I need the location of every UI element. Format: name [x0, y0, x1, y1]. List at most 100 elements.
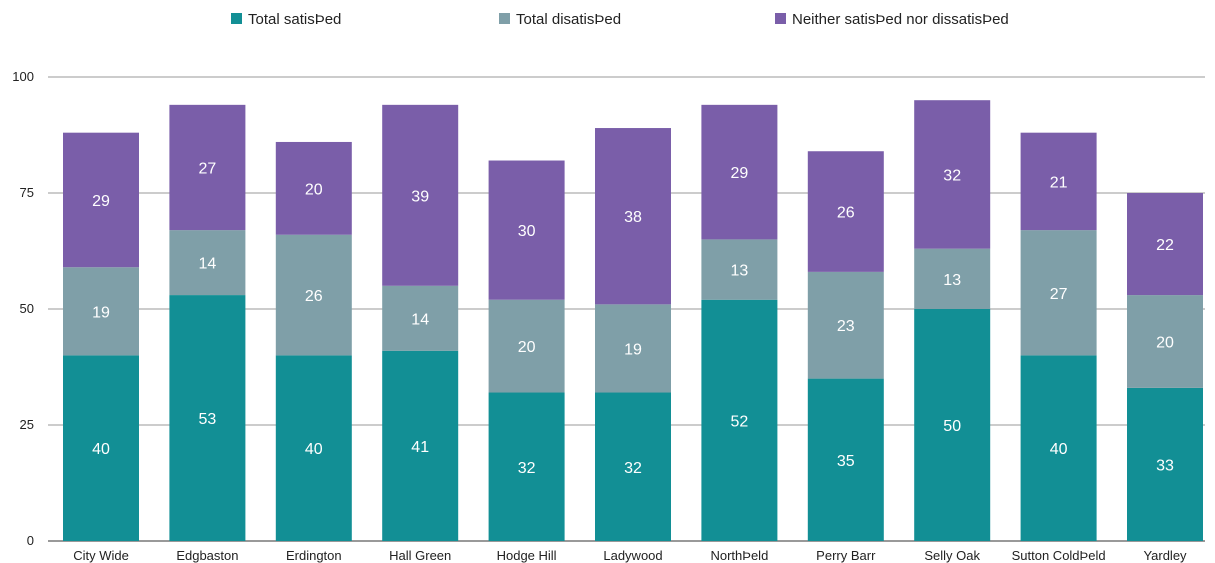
bar-segment: [488, 392, 565, 541]
bar-segment: [275, 234, 352, 356]
data-label: 26: [305, 288, 323, 305]
data-label: 40: [92, 441, 110, 458]
bar-segment: [1127, 193, 1203, 296]
bar-segment: [169, 230, 246, 296]
legend: Total satisÞed Total disatisÞed Neither sa…: [231, 11, 1009, 28]
data-label: 33: [1156, 457, 1174, 474]
bar-segment: [169, 104, 246, 231]
data-label: 53: [199, 411, 217, 428]
bar-segment: [63, 267, 139, 356]
legend-label: Neither satisÞed nor dissatisÞed: [792, 11, 1009, 28]
bar-segment: [488, 299, 565, 393]
data-label: 13: [731, 263, 749, 280]
bar-segment: [275, 141, 352, 235]
data-label: 21: [1050, 174, 1068, 191]
data-label: 32: [943, 167, 961, 184]
x-tick-label: Ladywood: [603, 548, 662, 563]
y-tick-label: 100: [12, 69, 34, 84]
bar-segment: [701, 299, 778, 541]
bar-segment: [275, 355, 352, 541]
data-label: 32: [518, 460, 536, 477]
bar-segment: [488, 160, 565, 300]
data-label: 14: [199, 256, 217, 273]
bar-segment: [701, 239, 778, 300]
bar-segment: [595, 392, 671, 541]
y-tick-label: 50: [20, 301, 34, 316]
bar-stack: 40 19 29: [63, 132, 139, 541]
bar-segment: [382, 104, 459, 286]
data-label: 26: [837, 205, 855, 222]
legend-swatch: [231, 13, 242, 24]
bar-stack: 32 20 30: [488, 160, 565, 541]
data-label: 29: [92, 193, 110, 210]
bar-stack: 53 14 27: [169, 104, 246, 541]
data-label: 50: [943, 418, 961, 435]
y-tick-label: 0: [27, 533, 34, 548]
legend-swatch: [775, 13, 786, 24]
bars: 40 19 29 53 14 27 40 26 20 41 14 39 32 20 30 32 19 38 52 13…: [63, 100, 1203, 541]
legend-label: Total disatisÞed: [516, 11, 621, 28]
data-label: 38: [624, 209, 642, 226]
data-label: 20: [518, 339, 536, 356]
x-tick-label: Hall Green: [389, 548, 451, 563]
data-label: 14: [411, 311, 429, 328]
bar-segment: [595, 128, 671, 305]
bar-stack: 33 20 22: [1127, 193, 1203, 541]
legend-item: Total disatisÞed: [499, 11, 621, 28]
y-axis: 0 25 50 75 100: [12, 69, 34, 548]
bar-segment: [169, 295, 246, 541]
data-label: 40: [305, 441, 323, 458]
x-tick-label: Perry Barr: [816, 548, 876, 563]
bar-segment: [63, 132, 139, 268]
y-tick-label: 75: [20, 185, 34, 200]
data-label: 20: [305, 181, 323, 198]
bar-segment: [914, 309, 991, 541]
bar-stack: 50 13 32: [914, 100, 991, 541]
bar-segment: [807, 378, 884, 541]
bar-segment: [701, 104, 778, 240]
legend-label: Total satisÞed: [248, 11, 341, 28]
bar-stack: 35 23 26: [807, 151, 884, 541]
bar-stack: 52 13 29: [701, 104, 778, 541]
x-axis: City Wide Edgbaston Erdington Hall Green Hod…: [73, 548, 1187, 563]
data-label: 39: [411, 188, 429, 205]
x-tick-label: Sutton ColdÞeld: [1012, 548, 1106, 563]
data-label: 35: [837, 453, 855, 470]
bar-segment: [1020, 230, 1097, 356]
bar-segment: [63, 355, 139, 541]
data-label: 32: [624, 460, 642, 477]
legend-item: Total satisÞed: [231, 11, 341, 28]
x-tick-label: Hodge Hill: [497, 548, 557, 563]
bar-segment: [914, 248, 991, 309]
x-tick-label: Yardley: [1143, 548, 1187, 563]
data-label: 27: [199, 160, 217, 177]
bar-stack: 32 19 38: [595, 128, 671, 541]
x-tick-label: City Wide: [73, 548, 129, 563]
x-tick-label: Selly Oak: [924, 548, 980, 563]
bar-segment: [382, 285, 459, 351]
bar-stack: 40 27 21: [1020, 132, 1097, 541]
data-label: 29: [731, 165, 749, 182]
bar-segment: [595, 304, 671, 393]
x-tick-label: NorthÞeld: [710, 548, 768, 563]
bar-segment: [1020, 132, 1097, 231]
data-label: 19: [624, 341, 642, 358]
data-label: 23: [837, 318, 855, 335]
bar-stack: 41 14 39: [382, 104, 459, 541]
bar-segment: [807, 271, 884, 379]
legend-item: Neither satisÞed nor dissatisÞed: [775, 11, 1009, 28]
data-label: 13: [943, 272, 961, 289]
bar-segment: [382, 350, 459, 541]
data-label: 20: [1156, 334, 1174, 351]
legend-swatch: [499, 13, 510, 24]
bar-segment: [1020, 355, 1097, 541]
data-label: 40: [1050, 441, 1068, 458]
data-label: 52: [731, 413, 749, 430]
bar-segment: [807, 151, 884, 272]
bar-segment: [1127, 295, 1203, 388]
x-tick-label: Erdington: [286, 548, 342, 563]
data-label: 19: [92, 304, 110, 321]
data-label: 30: [518, 223, 536, 240]
